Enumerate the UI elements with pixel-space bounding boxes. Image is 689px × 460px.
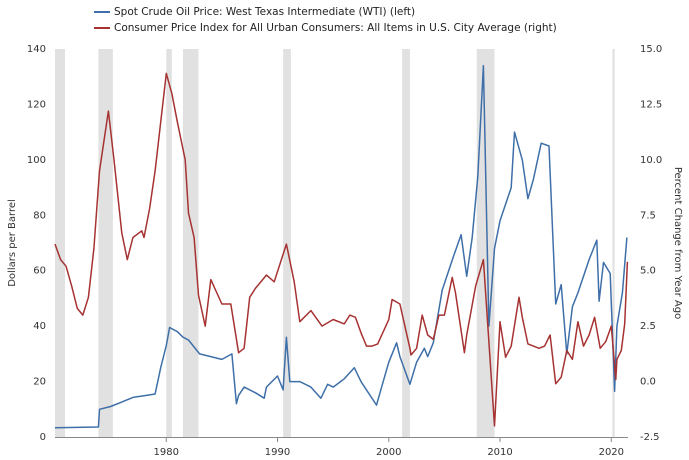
y2-tick-label: 12.5 [640,99,662,110]
series-line [54,72,629,427]
y-tick-label: 20 [33,377,46,388]
recession-band [166,49,172,437]
y-axis-label: Dollars per Barrel [7,199,18,287]
y-tick-label: 100 [27,155,46,166]
recession-band [182,49,199,437]
y2-tick-label: 5.0 [640,266,656,277]
x-tick-label: 2020 [599,447,624,458]
y2-tick-label: -2.5 [640,432,660,443]
y2-tick-label: 2.5 [640,321,656,332]
y2-tick-label: 10.0 [640,155,662,166]
y-tick-label: 0 [40,432,46,443]
recession-band [98,49,113,437]
y-tick-label: 40 [33,321,46,332]
recession-band [402,49,410,437]
recession-band [476,49,495,437]
x-tick-label: 2010 [487,447,512,458]
y-tick-label: 80 [33,210,46,221]
y2-tick-label: 15.0 [640,44,662,55]
x-tick-label: 2000 [376,447,401,458]
series-line [54,64,628,429]
y-tick-label: 120 [27,99,46,110]
y-tick-label: 60 [33,266,46,277]
recession-band [55,49,66,437]
x-tick-label: 1980 [154,447,179,458]
legend-label: Spot Crude Oil Price: West Texas Interme… [114,6,415,18]
recession-band [612,49,615,437]
recession-band [283,49,291,437]
y2-tick-label: 0.0 [640,377,656,388]
legend-label: Consumer Price Index for All Urban Consu… [114,22,557,34]
y2-tick-label: 7.5 [640,210,656,221]
x-tick-label: 1990 [265,447,290,458]
legend: Spot Crude Oil Price: West Texas Interme… [94,6,557,34]
y2-axis-label: Percent Change from Year Ago [672,167,683,319]
y-tick-label: 140 [27,44,46,55]
